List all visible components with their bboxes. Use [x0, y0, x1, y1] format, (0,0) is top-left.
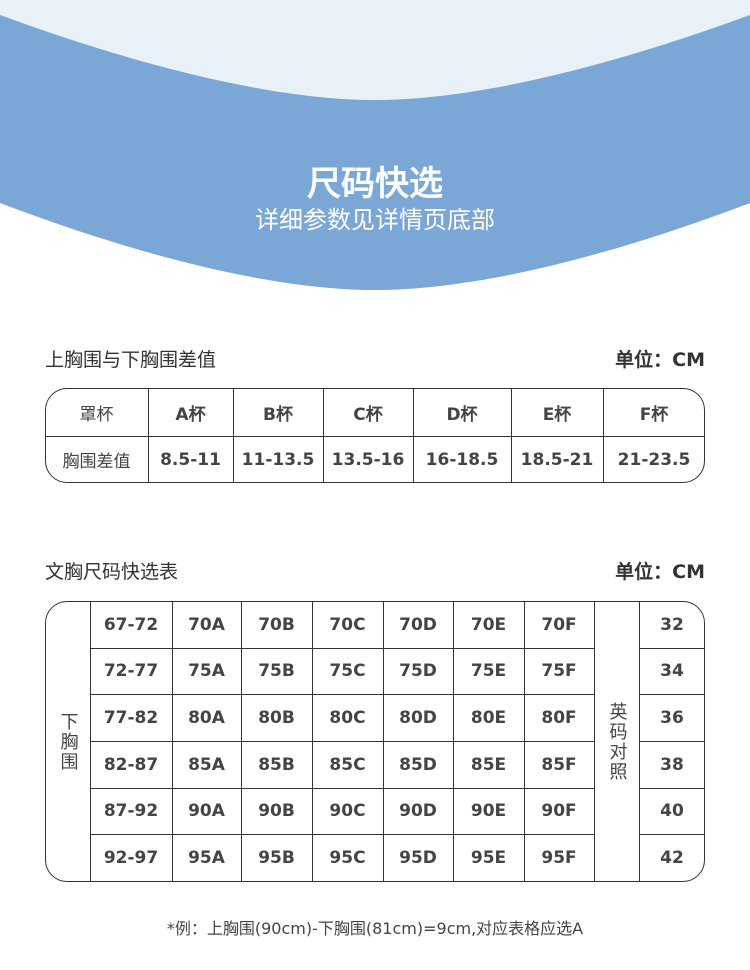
divider [90, 741, 594, 743]
size-cell: 70C [329, 614, 366, 635]
size-cell: 70A [188, 614, 225, 635]
divider [413, 388, 415, 483]
band-range-cell: 87-92 [103, 801, 159, 821]
cup-table-unit: 单位：CM [615, 349, 705, 371]
size-cell: 85E [470, 754, 507, 775]
size-cell: 70D [399, 614, 437, 635]
divider [511, 388, 513, 483]
size-cell: 75B [258, 661, 295, 681]
size-cell: 80E [470, 707, 507, 728]
size-cell: 90D [399, 801, 437, 821]
divider [45, 436, 705, 438]
band-range-cell: 67-72 [103, 614, 159, 635]
cup-value-cell: 8.5-11 [160, 449, 221, 470]
cup-header-cell: 罩杯 [79, 404, 114, 425]
size-cell: 70B [258, 614, 295, 635]
size-cell: 75A [188, 661, 225, 681]
table-frame [45, 388, 705, 483]
size-cell: 85F [541, 754, 577, 775]
uk-size-cell: 32 [660, 614, 684, 635]
size-cell: 85A [188, 754, 225, 775]
divider [639, 834, 705, 836]
cup-header-cell: D杯 [446, 404, 478, 425]
size-cell: 90A [188, 801, 225, 821]
cup-value-cell: 21-23.5 [617, 449, 691, 470]
uk-size-cell: 36 [660, 707, 684, 728]
divider [90, 648, 594, 650]
size-cell: 80B [258, 707, 295, 728]
size-table-title: 文胸尺码快选表 [45, 561, 179, 583]
size-cell: 75E [470, 661, 507, 681]
size-cell: 75D [399, 661, 437, 681]
size-cell: 95B [258, 848, 295, 868]
size-cell: 95E [470, 848, 507, 868]
divider [148, 388, 150, 483]
divider [639, 788, 705, 790]
size-cell: 85C [329, 754, 366, 775]
band-range-cell: 77-82 [103, 707, 159, 728]
cup-header-cell: C杯 [353, 404, 383, 425]
header-banner [0, 0, 750, 300]
size-cell: 90E [470, 801, 507, 821]
page-title: 尺码快选 [307, 164, 443, 204]
cup-header-cell: B杯 [263, 404, 293, 425]
divider [639, 741, 705, 743]
band-range-cell: 92-97 [103, 848, 159, 868]
size-cell: 90F [541, 801, 577, 821]
uk-size-cell: 38 [660, 754, 684, 775]
divider [639, 694, 705, 696]
cup-value-cell: 13.5-16 [331, 449, 405, 470]
size-cell: 80D [399, 707, 437, 728]
divider [639, 648, 705, 650]
size-cell: 90B [258, 801, 295, 821]
divider [90, 834, 594, 836]
size-cell: 80F [541, 707, 577, 728]
size-cell: 75F [541, 661, 577, 681]
divider [323, 388, 325, 483]
uk-size-cell: 42 [660, 848, 684, 868]
size-cell: 75C [329, 661, 366, 681]
uk-size-cell: 34 [660, 661, 684, 681]
divider [90, 788, 594, 790]
page-subtitle: 详细参数见详情页底部 [255, 206, 495, 234]
size-cell: 70F [541, 614, 577, 635]
size-cell: 95D [399, 848, 437, 868]
size-cell: 85D [399, 754, 437, 775]
size-cell: 95C [329, 848, 366, 868]
size-cell: 95F [541, 848, 577, 868]
size-cell: 95A [188, 848, 225, 868]
size-cell: 80C [329, 707, 366, 728]
size-cell: 85B [258, 754, 295, 775]
uk-size-cell: 40 [660, 801, 684, 821]
size-cell: 70E [470, 614, 507, 635]
divider [594, 601, 596, 882]
cup-value-cell: 16-18.5 [425, 449, 499, 470]
divider [603, 388, 605, 483]
band-range-cell: 72-77 [103, 661, 159, 681]
cup-table-title: 上胸围与下胸围差值 [45, 349, 217, 371]
cup-header-cell: F杯 [639, 404, 669, 425]
cup-value-cell: 18.5-21 [520, 449, 594, 470]
band-label: 下胸围 [57, 711, 79, 772]
cup-header-cell: E杯 [542, 404, 572, 425]
cup-header-cell: A杯 [175, 404, 206, 425]
band-range-cell: 82-87 [103, 754, 159, 775]
example-note: *例：上胸围(90cm)-下胸围(81cm)=9cm,对应表格应选A [166, 919, 584, 938]
size-cell: 80A [188, 707, 225, 728]
divider [233, 388, 235, 483]
divider [90, 694, 594, 696]
cup-value-cell: 11-13.5 [241, 449, 315, 470]
cup-value-cell: 胸围差值 [62, 452, 131, 472]
size-cell: 90C [329, 801, 366, 821]
size-table-unit: 单位：CM [615, 561, 705, 583]
uk-label: 英码对照 [606, 701, 628, 782]
